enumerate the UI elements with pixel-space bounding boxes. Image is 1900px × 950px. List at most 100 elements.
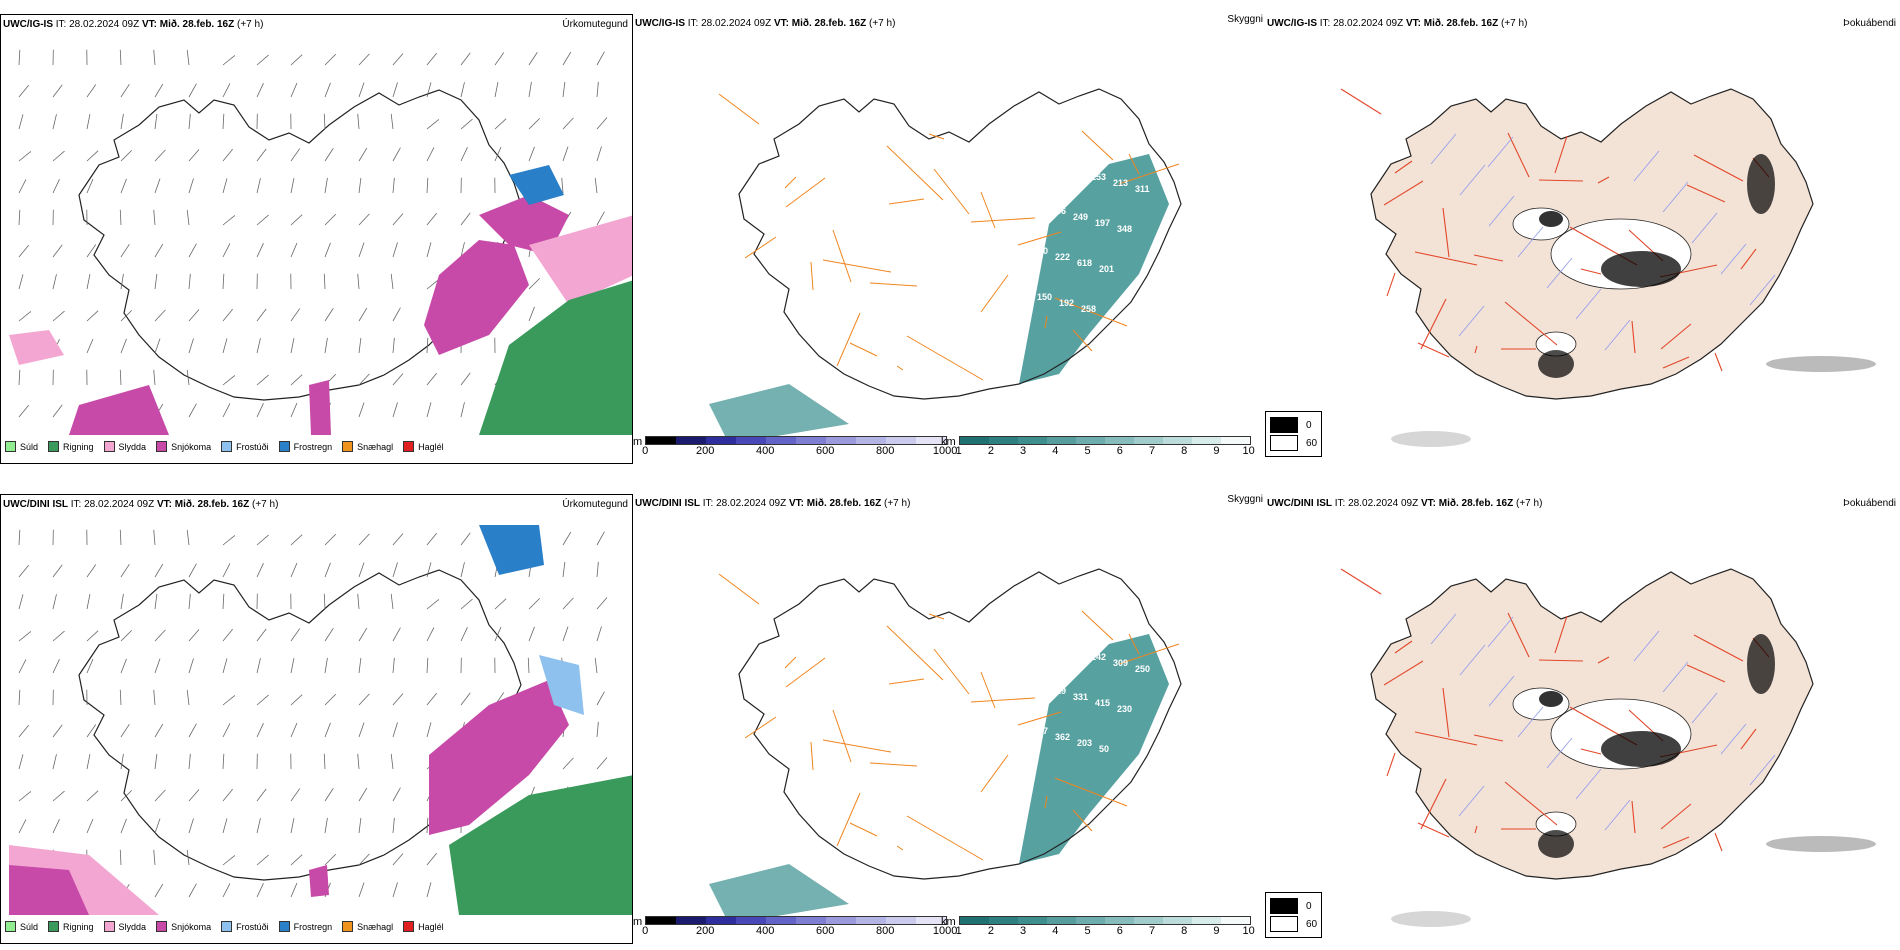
colorbar-step [856, 917, 887, 924]
road [970, 217, 1036, 223]
elevation-scale: m 0 200 400 600 800 1000 [633, 436, 957, 459]
river [1749, 274, 1776, 306]
wind-barb [392, 787, 401, 802]
wind-barb [120, 244, 130, 258]
wind-barb [52, 209, 54, 226]
wind-barb [390, 273, 394, 290]
wind-barb [392, 373, 404, 386]
elevation-colorbar [645, 916, 948, 925]
wind-barb [596, 51, 605, 66]
visibility-colorbar [958, 436, 1251, 445]
wind-barb [86, 84, 97, 98]
wind-barb [120, 593, 124, 610]
wind-barb [188, 273, 191, 290]
road [886, 145, 944, 201]
wind-barb [390, 753, 394, 770]
wind-barb [358, 307, 368, 322]
visibility-scale: km 1 2 3 4 5 6 7 8 9 10 [941, 916, 1255, 939]
wind-barb [186, 529, 190, 546]
wind-barb [594, 177, 598, 194]
colorbar-step [916, 917, 947, 924]
snow-area [429, 680, 569, 835]
wind-barb [154, 273, 158, 290]
fog-area [1538, 830, 1574, 858]
wind-barb [186, 369, 190, 386]
wind-barb [324, 693, 337, 706]
legend-swatch [342, 441, 354, 452]
legend-item-súld: Súld [5, 921, 38, 932]
scale-tick: 600 [815, 925, 835, 937]
scale-tick: 9 [1213, 445, 1220, 457]
rain-area [479, 280, 632, 435]
fog-area [1538, 350, 1574, 378]
wind-barb [222, 148, 233, 162]
scale-tick: 7 [1148, 445, 1156, 457]
fog-index-legend: 0 60 [1265, 892, 1323, 938]
wind-barb [52, 594, 57, 610]
scale-tick: 3 [1020, 445, 1027, 457]
wind-barb [52, 754, 57, 770]
cloud-base-label: 129 [1069, 166, 1084, 176]
wind-barb [392, 177, 395, 194]
wind-barb [460, 562, 465, 578]
road [906, 815, 984, 861]
road [1394, 160, 1413, 174]
colorbar-step [736, 437, 767, 444]
river [1458, 785, 1485, 817]
scale-tick: 2 [987, 925, 994, 937]
legend-item-frostregn: Frostregn [278, 441, 332, 452]
colorbar-step [646, 437, 677, 444]
road [1507, 132, 1530, 178]
wind-barb [494, 337, 496, 354]
colorbar-step [1191, 917, 1221, 924]
wind-barb [528, 626, 535, 642]
scale-tick: 10 [1242, 925, 1255, 937]
road [784, 176, 797, 189]
fog-area [1601, 251, 1681, 287]
cloud-base-label: 311 [1135, 184, 1150, 194]
road [1340, 568, 1382, 595]
wind-barb [188, 789, 200, 802]
legend-swatch [48, 441, 60, 452]
road [1386, 752, 1396, 777]
legend-swatch [5, 921, 16, 932]
road [980, 754, 1009, 793]
colorbar-step [1046, 437, 1076, 444]
wind-barb [222, 113, 225, 130]
legend-label: Haglél [418, 921, 444, 932]
wind-barb [392, 53, 404, 66]
wind-barb [323, 593, 326, 610]
road [1128, 633, 1140, 655]
fog-legend-value: 60 [1306, 437, 1318, 449]
snow-area [309, 865, 329, 897]
scale-tick: 10 [1242, 445, 1255, 457]
colorbar-step [1162, 437, 1192, 444]
wind-barb [426, 119, 440, 130]
wind-barb [18, 689, 21, 706]
road [822, 739, 892, 753]
wind-barb [358, 657, 362, 674]
wind-barb [188, 723, 197, 738]
road [810, 261, 814, 291]
road [1417, 822, 1450, 838]
wind-barb [290, 562, 298, 578]
fog-panel-row1: UWC/IG-IS IT: 28.02.2024 09Z VT: Mið. 28… [1265, 14, 1900, 464]
wind-barb [222, 403, 231, 418]
wind-barb [120, 84, 130, 98]
road [1118, 643, 1180, 665]
legend-item-snjókoma: Snjókoma [156, 921, 211, 932]
wind-barb [153, 689, 156, 706]
cloud-base-label: 618 [1077, 258, 1092, 268]
wind-barb [86, 150, 99, 162]
road [1660, 323, 1692, 350]
road [980, 191, 996, 229]
wind-barb [86, 244, 97, 258]
road [1383, 180, 1424, 206]
panel-title: UWC/IG-IS IT: 28.02.2024 09Z VT: Mið. 28… [3, 19, 264, 30]
wind-barb [528, 81, 532, 98]
wind-barb [222, 338, 228, 354]
iceland-outline [78, 569, 522, 881]
wind-barb [186, 49, 190, 66]
wind-barb [222, 178, 228, 194]
freezing-rain-area [479, 525, 544, 575]
